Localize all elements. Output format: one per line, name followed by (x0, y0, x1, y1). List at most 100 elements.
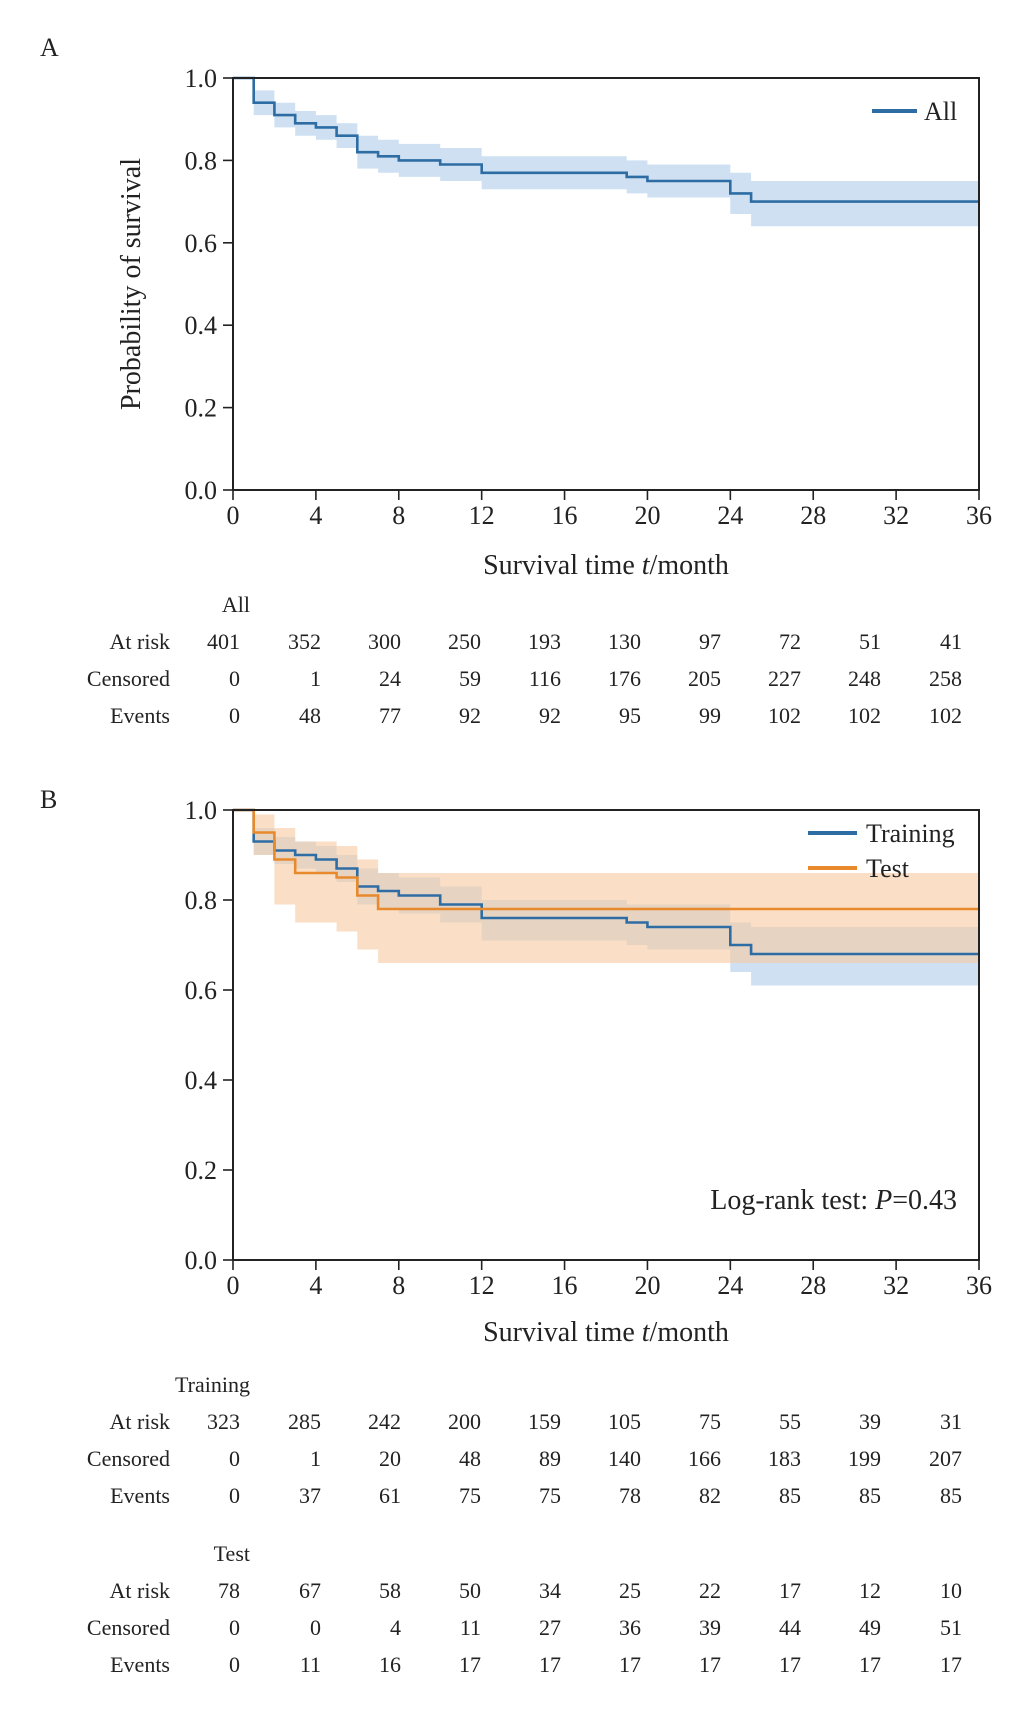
risk-table-row-label-at-risk: At risk (110, 629, 171, 654)
risk-table-cell: 27 (539, 1615, 561, 1640)
panel-a-bands (233, 78, 979, 227)
risk-table-cell: 20 (379, 1446, 401, 1471)
annotation-variable: P (874, 1185, 892, 1216)
risk-table-cell: 99 (699, 703, 721, 728)
risk-table-cell: 48 (299, 703, 321, 728)
panel-a-legend: All (872, 97, 957, 126)
annotation-prefix: Log-rank test: (710, 1185, 875, 1216)
risk-table-cell: 85 (779, 1483, 801, 1508)
x-tick-label: 16 (552, 501, 578, 530)
risk-table-group-label: All (222, 592, 250, 617)
x-axis-title-prefix: Survival time (483, 1317, 642, 1348)
risk-table-cell: 75 (539, 1483, 561, 1508)
y-tick-label: 0.4 (185, 1066, 218, 1095)
x-tick-label: 24 (717, 501, 743, 530)
risk-table-cell: 0 (229, 1483, 240, 1508)
legend-label-all: All (924, 97, 957, 126)
x-tick-label: 36 (966, 501, 992, 530)
risk-table-cell: 75 (699, 1409, 721, 1434)
risk-table-cell: 39 (859, 1409, 881, 1434)
x-axis-title-variable: t (642, 1317, 651, 1348)
x-axis-title-variable: t (642, 550, 651, 581)
risk-table-cell: 11 (300, 1652, 321, 1677)
risk-table-row-label-censored: Censored (87, 666, 170, 691)
x-axis-title-prefix: Survival time (483, 550, 642, 581)
y-tick-label: 0.0 (185, 476, 218, 505)
risk-table-cell: 37 (299, 1483, 321, 1508)
risk-table-cell: 67 (299, 1578, 321, 1603)
risk-table-cell: 105 (608, 1409, 641, 1434)
x-tick-label: 28 (800, 501, 826, 530)
risk-table-cell: 25 (619, 1578, 641, 1603)
x-tick-label: 24 (717, 1271, 743, 1300)
risk-table-row-label-events: Events (110, 1652, 170, 1677)
risk-table-cell: 250 (448, 629, 481, 654)
panel-a-y-axis-title: Probability of survival (116, 158, 147, 410)
risk-table-cell: 242 (368, 1409, 401, 1434)
panel-b: B 0 4 8 12 16 20 24 28 32 36 0.00.20.40.60.81.0 S… (40, 785, 992, 1677)
risk-table-cell: 12 (859, 1578, 881, 1603)
risk-table-group-label: Training (175, 1372, 250, 1397)
confidence-band-test (233, 810, 979, 963)
risk-table-cell: 17 (619, 1652, 641, 1677)
y-tick-label: 0.0 (185, 1246, 218, 1275)
risk-table-cell: 11 (460, 1615, 481, 1640)
x-tick-label: 4 (309, 501, 322, 530)
y-tick-label: 0.2 (185, 394, 218, 423)
risk-table-row-label-at-risk: At risk (110, 1578, 171, 1603)
risk-table-cell: 17 (699, 1652, 721, 1677)
x-tick-label: 8 (392, 1271, 405, 1300)
risk-table-cell: 116 (529, 666, 561, 691)
risk-table-cell: 39 (699, 1615, 721, 1640)
risk-table-cell: 0 (229, 703, 240, 728)
risk-table-cell: 0 (229, 1652, 240, 1677)
risk-table-cell: 17 (859, 1652, 881, 1677)
y-tick-label: 1.0 (185, 796, 218, 825)
panel-a-x-ticks: 0 4 8 12 16 20 24 28 32 36 (227, 490, 992, 530)
risk-table-cell: 258 (929, 666, 962, 691)
x-tick-label: 32 (883, 1271, 909, 1300)
y-tick-label: 0.8 (185, 146, 218, 175)
risk-table-cell: 85 (859, 1483, 881, 1508)
risk-table-cell: 176 (608, 666, 641, 691)
risk-table-row-label-censored: Censored (87, 1446, 170, 1471)
x-axis-title-suffix: /month (650, 1317, 729, 1348)
risk-table-cell: 49 (859, 1615, 881, 1640)
risk-table-cell: 193 (528, 629, 561, 654)
legend-label-training: Training (866, 819, 955, 848)
risk-table-cell: 248 (848, 666, 881, 691)
survival-curve-all (233, 76, 979, 203)
risk-table-cell: 159 (528, 1409, 561, 1434)
risk-table-cell: 17 (459, 1652, 481, 1677)
risk-table-cell: 34 (539, 1578, 561, 1603)
risk-table-cell: 207 (929, 1446, 962, 1471)
risk-table-cell: 285 (288, 1409, 321, 1434)
panel-b-bands (233, 810, 979, 986)
x-tick-label: 20 (634, 1271, 660, 1300)
risk-table-cell: 97 (699, 629, 721, 654)
risk-table-cell: 89 (539, 1446, 561, 1471)
panel-a-plot-frame (232, 77, 980, 491)
x-tick-label: 0 (227, 1271, 240, 1300)
risk-table-cell: 199 (848, 1446, 881, 1471)
risk-table-cell: 85 (940, 1483, 962, 1508)
x-tick-label: 20 (634, 501, 660, 530)
x-tick-label: 32 (883, 501, 909, 530)
risk-table-cell: 92 (539, 703, 561, 728)
risk-table-cell: 17 (779, 1652, 801, 1677)
risk-table-cell: 95 (619, 703, 641, 728)
risk-table-cell: 44 (779, 1615, 801, 1640)
risk-table-cell: 0 (229, 666, 240, 691)
risk-table-row-label-censored: Censored (87, 1615, 170, 1640)
x-tick-label: 36 (966, 1271, 992, 1300)
risk-table-cell: 401 (207, 629, 240, 654)
risk-table-cell: 16 (379, 1652, 401, 1677)
risk-table-cell: 4 (390, 1615, 401, 1640)
risk-table-cell: 0 (229, 1615, 240, 1640)
annotation-suffix: =0.43 (892, 1185, 957, 1216)
survival-curve-training (233, 808, 979, 956)
legend-label-test: Test (866, 854, 910, 883)
x-tick-label: 4 (309, 1271, 322, 1300)
risk-table-cell: 17 (539, 1652, 561, 1677)
